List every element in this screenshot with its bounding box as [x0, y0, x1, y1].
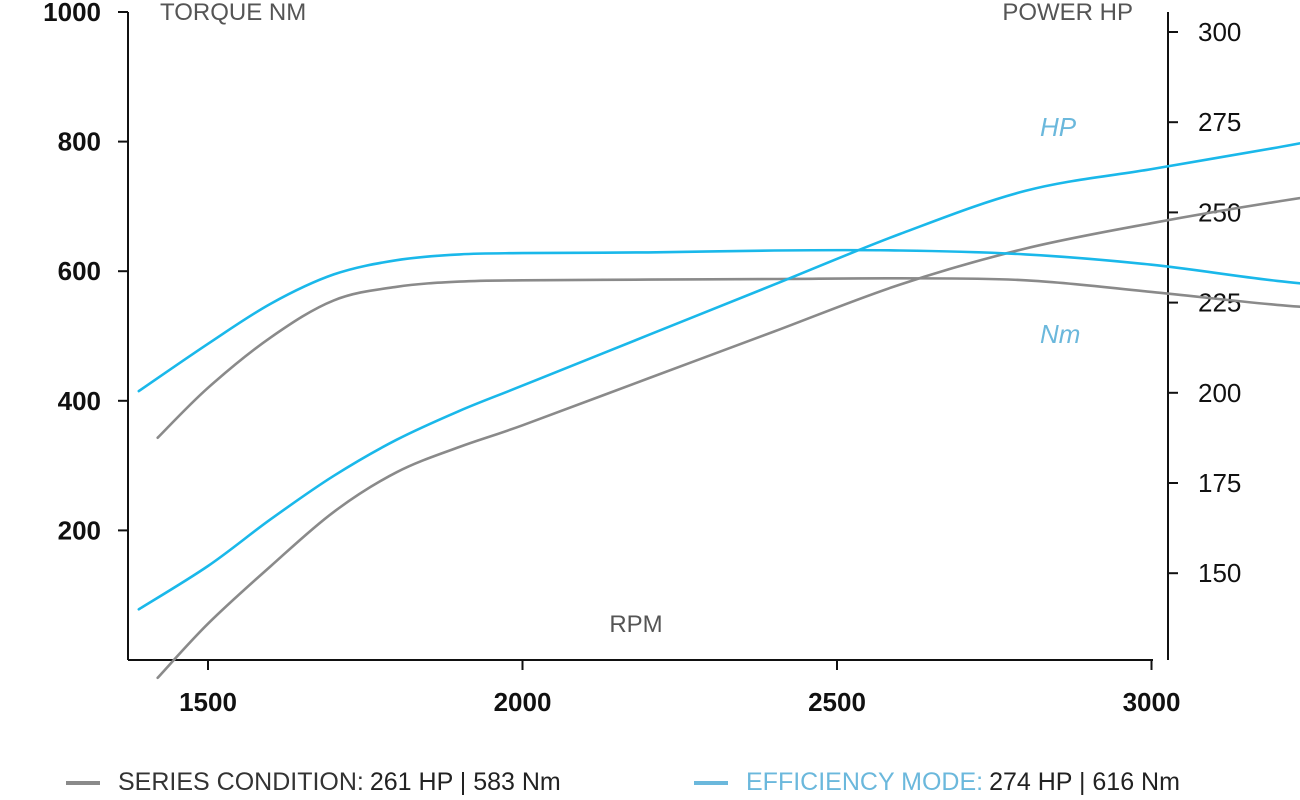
- x-axis-title: RPM: [609, 611, 662, 638]
- y-right-axis-title: POWER HP: [1002, 0, 1133, 26]
- legend-item-series-condition: SERIES CONDITION: 261 HP | 583 Nm: [66, 768, 561, 797]
- y-left-tick-label: 600: [58, 256, 101, 286]
- x-tick-label: 3000: [1123, 687, 1181, 717]
- efficiency-mode-torque-line: [137, 248, 1300, 393]
- hp-curve-label: HP: [1040, 112, 1077, 142]
- y-right-tick-label: 200: [1198, 378, 1241, 408]
- legend-label: SERIES CONDITION:: [118, 768, 364, 796]
- y-left-tick-label: 1000: [43, 0, 101, 27]
- x-tick-label: 1500: [179, 687, 237, 717]
- y-right-tick-label: 175: [1198, 468, 1241, 498]
- nm-curve-label: Nm: [1040, 319, 1080, 349]
- dyno-chart: 1500200025003000350040004500200400600800…: [43, 0, 1300, 717]
- y-left-tick-label: 200: [58, 515, 101, 545]
- y-right-tick-label: 300: [1198, 17, 1241, 47]
- chart-legend: SERIES CONDITION: 261 HP | 583 Nm EFFICI…: [0, 768, 1300, 800]
- legend-swatch-blue: [694, 780, 728, 785]
- series-condition-torque-line: [156, 276, 1300, 439]
- y-left-axis-title: TORQUE NM: [160, 0, 306, 26]
- y-right-tick-label: 275: [1198, 107, 1241, 137]
- y-left-tick-label: 800: [58, 127, 101, 157]
- legend-values: 274 HP | 616 Nm: [989, 768, 1180, 796]
- chart-curves: [137, 142, 1300, 680]
- series-condition-power-line: [156, 196, 1300, 680]
- y-right-tick-label: 150: [1198, 558, 1241, 588]
- legend-swatch-grey: [66, 780, 100, 785]
- x-tick-label: 2000: [494, 687, 552, 717]
- legend-values: 261 HP | 583 Nm: [369, 768, 561, 796]
- y-right-tick-label: 225: [1198, 288, 1241, 318]
- x-tick-label: 2500: [808, 687, 866, 717]
- legend-label: EFFICIENCY MODE:: [746, 768, 984, 796]
- chart-labels: TORQUE NM POWER HP RPM HP Nm: [160, 0, 1133, 638]
- y-left-tick-label: 400: [58, 386, 101, 416]
- legend-item-efficiency-mode: EFFICIENCY MODE: 274 HP | 616 Nm: [694, 768, 1180, 797]
- chart-axes: 1500200025003000350040004500200400600800…: [43, 0, 1241, 717]
- efficiency-mode-power-line: [137, 142, 1300, 611]
